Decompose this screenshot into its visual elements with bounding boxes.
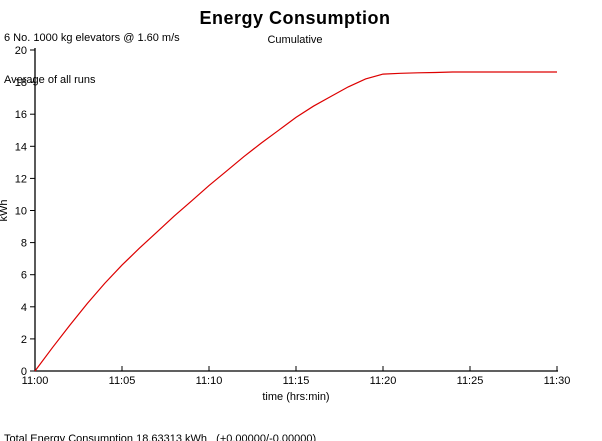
chart-subtitle: Cumulative <box>267 34 323 46</box>
info-line-elevators: 6 No. 1000 kg elevators @ 1.60 m/s <box>4 32 180 44</box>
chart-footer: Total Energy Consumption 18.63313 kWh (+… <box>4 402 316 441</box>
y-tick-label: 20 <box>15 45 27 57</box>
y-tick-label: 10 <box>15 206 27 218</box>
y-tick-label: 2 <box>21 334 27 346</box>
total-energy-text: Total Energy Consumption 18.63313 kWh (+… <box>4 433 317 441</box>
y-tick-label: 12 <box>15 173 27 185</box>
x-tick-label: 11:15 <box>283 375 310 387</box>
y-tick-label: 18 <box>15 77 27 89</box>
x-tick-label: 11:20 <box>370 375 397 387</box>
y-tick-label: 4 <box>21 302 27 314</box>
x-tick-label: 11:25 <box>457 375 484 387</box>
x-tick-label: 11:30 <box>544 375 571 387</box>
cumulative-energy-line <box>34 71 557 372</box>
y-axis-title: kWh <box>0 200 10 222</box>
x-tick-label: 11:10 <box>196 375 223 387</box>
x-tick-label: 11:05 <box>109 375 136 387</box>
x-tick-label: 11:00 <box>22 375 49 387</box>
chart-title: Energy Consumption <box>199 8 391 28</box>
y-tick-label: 16 <box>15 109 27 121</box>
y-tick-label: 14 <box>15 141 27 153</box>
y-tick-label: 8 <box>21 238 27 250</box>
x-axis-title: time (hrs:min) <box>262 391 329 403</box>
y-tick-label: 6 <box>21 270 27 282</box>
y-tick-label: 0 <box>21 366 27 378</box>
